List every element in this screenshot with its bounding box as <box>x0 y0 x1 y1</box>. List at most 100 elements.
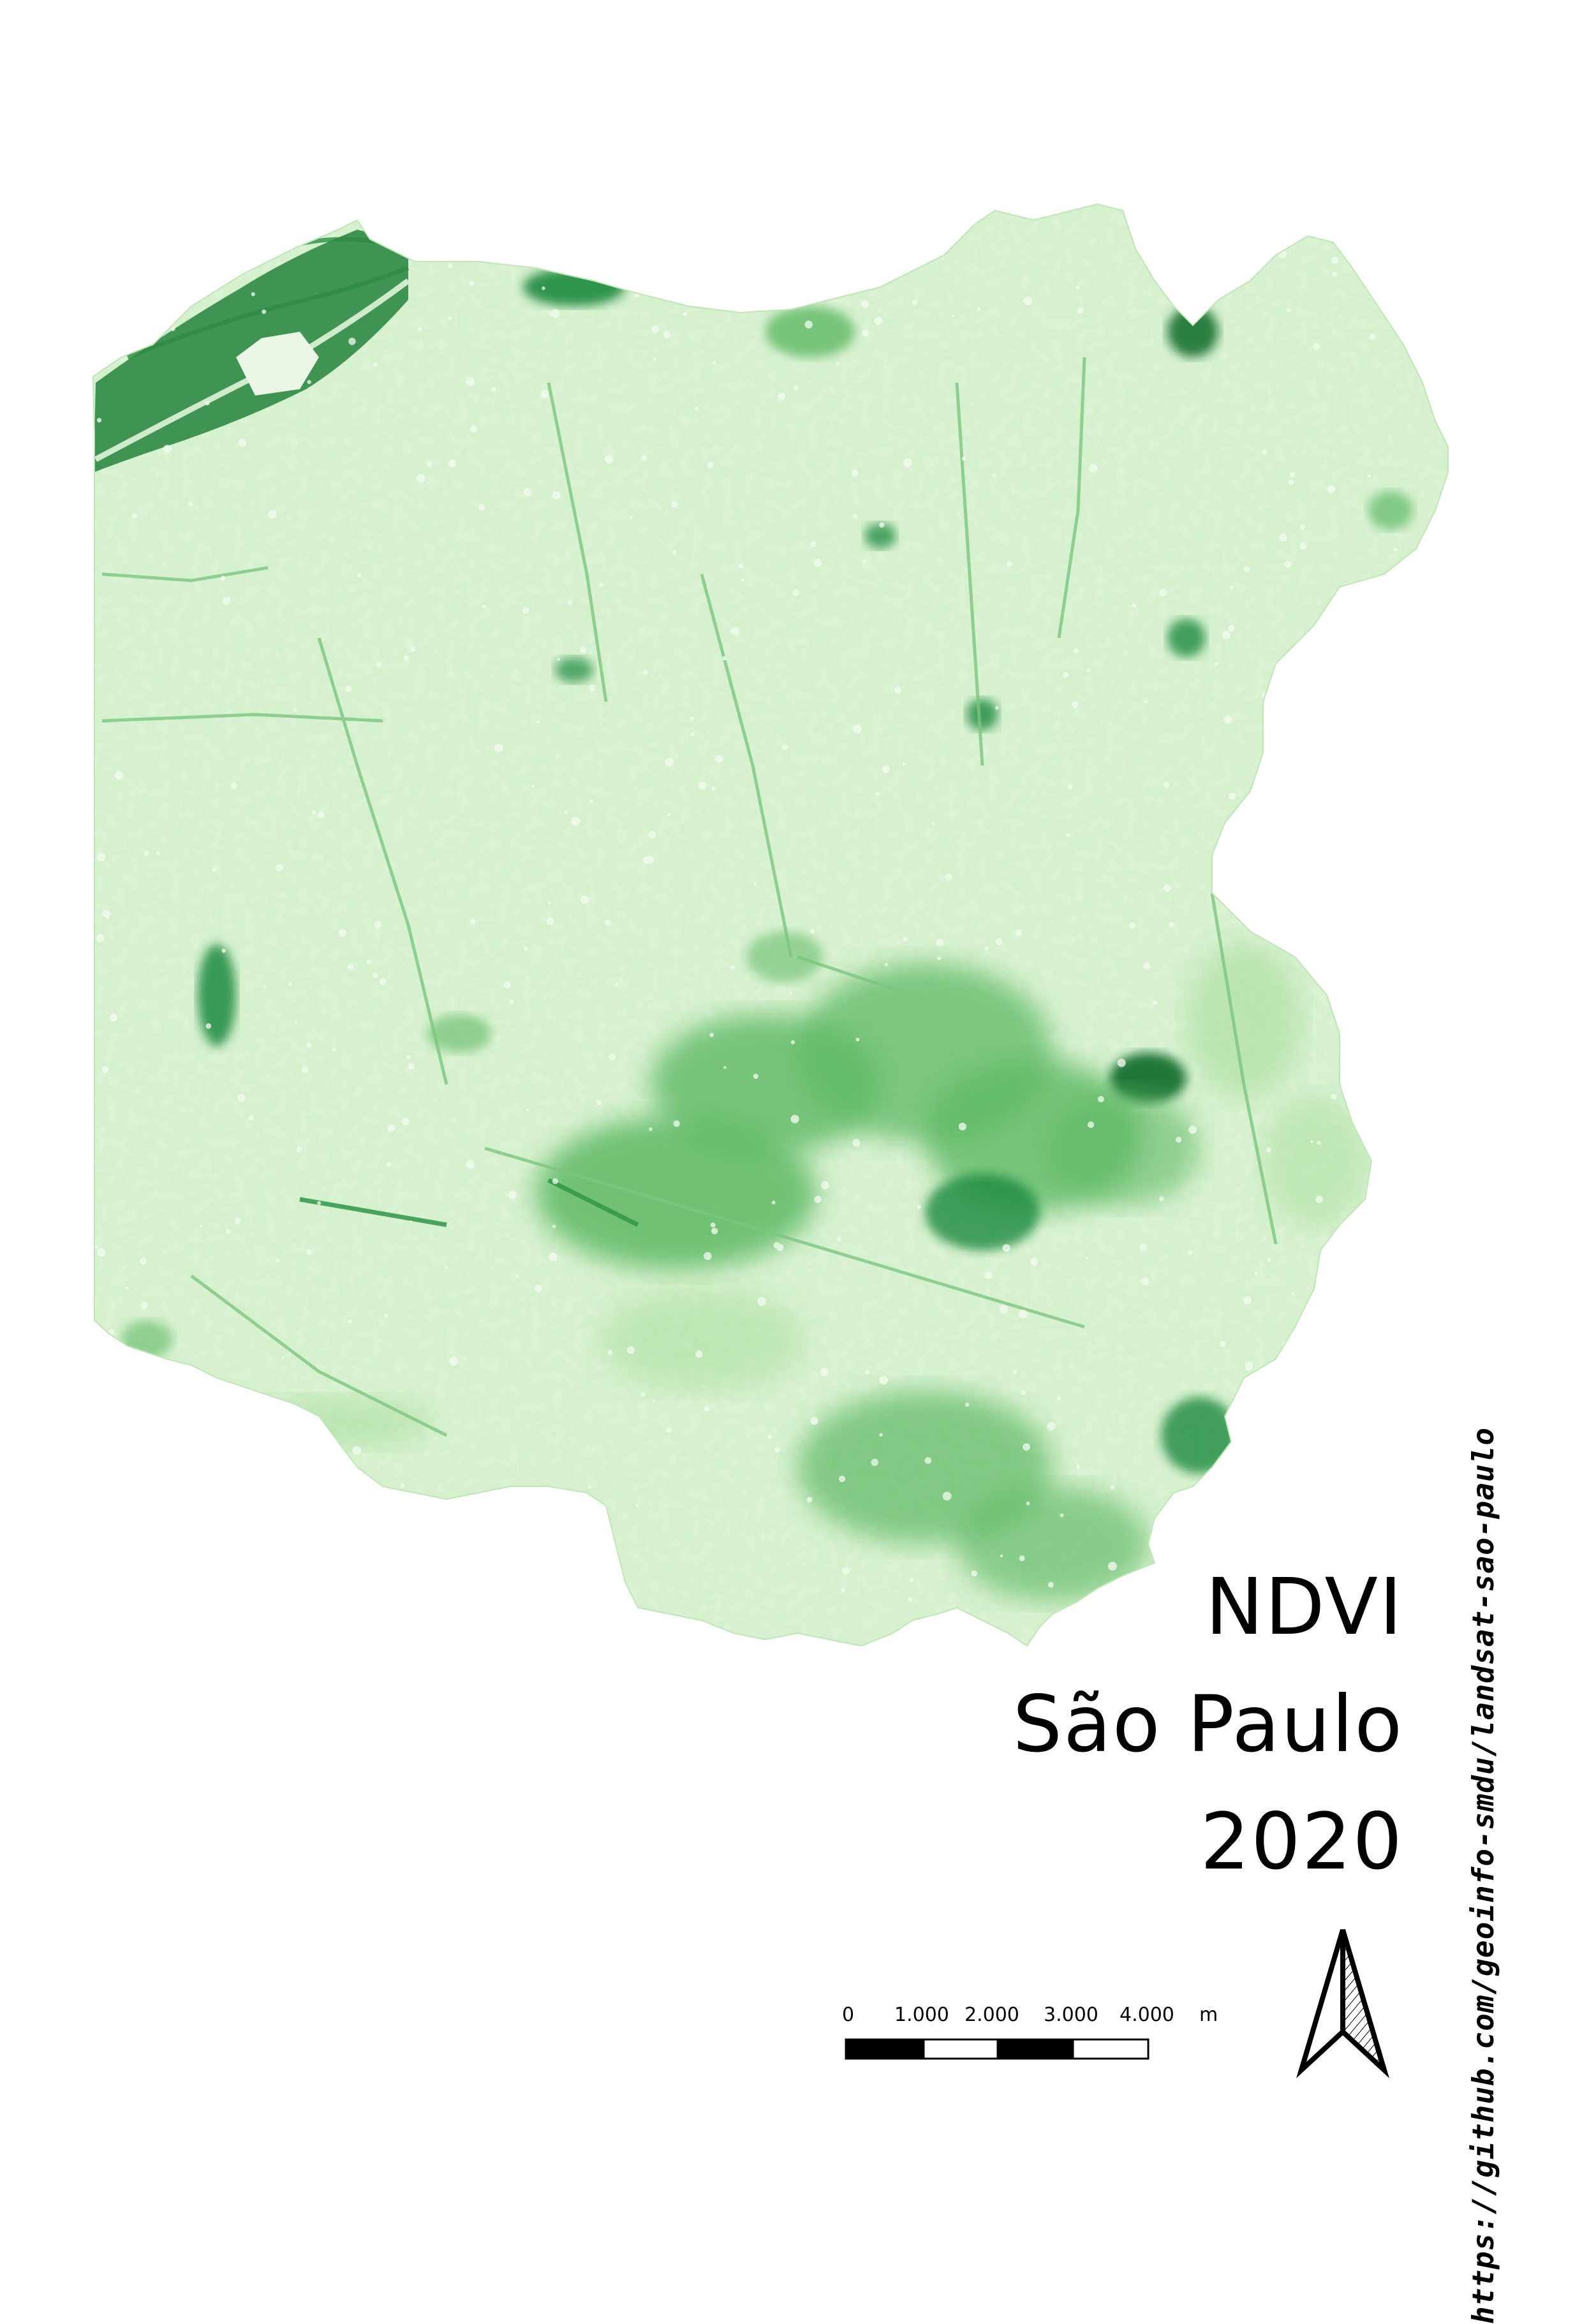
urban-speckle <box>1074 648 1079 654</box>
urban-speckle <box>916 1204 921 1210</box>
urban-speckle <box>127 1595 133 1601</box>
urban-speckle <box>609 1053 616 1061</box>
urban-speckle <box>951 314 954 317</box>
urban-speckle <box>1366 1522 1375 1532</box>
urban-speckle <box>233 1477 240 1486</box>
urban-speckle <box>1229 585 1234 589</box>
scale-label-1000: 1.000 <box>894 2004 949 2026</box>
urban-speckle <box>965 1402 970 1407</box>
urban-speckle <box>1243 1296 1252 1305</box>
urban-speckle <box>386 1162 391 1167</box>
urban-speckle <box>114 771 123 780</box>
urban-speckle <box>836 1236 841 1242</box>
urban-speckle <box>792 589 800 596</box>
urban-speckle <box>653 357 657 361</box>
urban-speckle <box>1144 699 1148 704</box>
urban-speckle <box>1367 474 1371 478</box>
urban-speckle <box>1087 1121 1095 1129</box>
urban-speckle <box>875 792 880 796</box>
urban-speckle <box>903 936 908 942</box>
urban-speckle <box>666 1427 672 1433</box>
urban-speckle <box>695 1350 703 1358</box>
vegetation-patch <box>523 268 625 306</box>
urban-speckle <box>649 1127 653 1131</box>
urban-speckle <box>912 299 918 306</box>
urban-speckle <box>169 1580 178 1589</box>
urban-speckle <box>589 685 596 692</box>
urban-speckle <box>262 309 267 315</box>
urban-speckle <box>636 238 643 245</box>
urban-speckle <box>1132 603 1137 609</box>
urban-speckle <box>640 1392 646 1397</box>
urban-speckle <box>635 1504 639 1508</box>
urban-speckle <box>1063 671 1069 678</box>
urban-speckle <box>1290 472 1296 478</box>
urban-speckle <box>1330 956 1338 963</box>
urban-speckle <box>214 1579 221 1586</box>
urban-speckle <box>546 917 554 925</box>
urban-speckle <box>1019 1555 1025 1562</box>
urban-speckle <box>205 401 210 406</box>
vegetation-patch <box>1046 1091 1199 1206</box>
urban-speckle <box>515 1275 519 1278</box>
urban-speckle <box>1266 745 1269 748</box>
urban-speckle <box>281 1356 285 1359</box>
urban-speckle <box>730 965 736 970</box>
north-arrow-icon <box>1296 1928 1389 2078</box>
urban-speckle <box>131 513 138 519</box>
urban-speckle <box>1164 884 1171 892</box>
urban-speckle <box>1397 663 1403 669</box>
urban-speckle <box>234 1217 241 1224</box>
urban-speckle <box>855 1037 860 1042</box>
urban-speckle <box>1376 808 1382 815</box>
urban-speckle <box>509 999 514 1004</box>
urban-speckle <box>1329 1494 1335 1500</box>
urban-speckle <box>1085 1256 1088 1259</box>
urban-speckle <box>1315 1195 1324 1204</box>
urban-speckle <box>110 1014 117 1022</box>
urban-speckle <box>541 1553 545 1558</box>
urban-speckle <box>932 822 935 825</box>
urban-speckle <box>1007 561 1013 567</box>
urban-speckle <box>1346 1217 1356 1227</box>
urban-speckle <box>753 1074 758 1079</box>
urban-speckle <box>605 919 612 926</box>
urban-speckle <box>836 361 840 366</box>
vegetation-patch <box>1110 1053 1186 1104</box>
urban-speckle <box>651 325 660 334</box>
urban-speckle <box>348 1319 352 1324</box>
urban-speckle <box>1110 1484 1115 1490</box>
urban-speckle <box>810 541 817 547</box>
urban-speckle <box>810 1417 818 1425</box>
urban-speckle <box>469 281 475 286</box>
vegetation-patch <box>1263 1097 1365 1225</box>
urban-speckle <box>225 1229 231 1234</box>
urban-speckle <box>438 1532 445 1539</box>
urban-speckle <box>1060 1513 1064 1518</box>
urban-speckle <box>1143 962 1151 970</box>
urban-speckle <box>1330 1093 1337 1100</box>
urban-speckle <box>995 706 999 710</box>
urban-speckle <box>408 1062 415 1070</box>
urban-speckle <box>1188 1125 1197 1134</box>
source-url: https://github.com/geoinfo-smdu/landsat-… <box>1466 1426 1500 2324</box>
urban-speckle <box>1002 1244 1010 1252</box>
urban-speckle <box>564 811 568 815</box>
urban-speckle <box>1412 726 1416 730</box>
urban-speckle <box>552 1178 559 1185</box>
urban-speckle <box>296 1146 302 1153</box>
urban-speckle <box>1305 1385 1310 1390</box>
urban-speckle <box>879 522 885 528</box>
urban-speckle <box>366 959 371 965</box>
urban-speckle <box>373 1537 378 1541</box>
urban-speckle <box>276 1259 280 1262</box>
urban-speckle <box>1067 784 1073 790</box>
urban-speckle <box>218 1479 223 1483</box>
urban-speckle <box>773 1242 780 1249</box>
urban-speckle <box>101 1065 109 1074</box>
urban-speckle <box>383 1314 388 1318</box>
urban-speckle <box>1359 768 1363 772</box>
urban-speckle <box>1030 1257 1039 1266</box>
urban-speckle <box>942 1491 952 1501</box>
urban-speckle <box>482 604 486 609</box>
